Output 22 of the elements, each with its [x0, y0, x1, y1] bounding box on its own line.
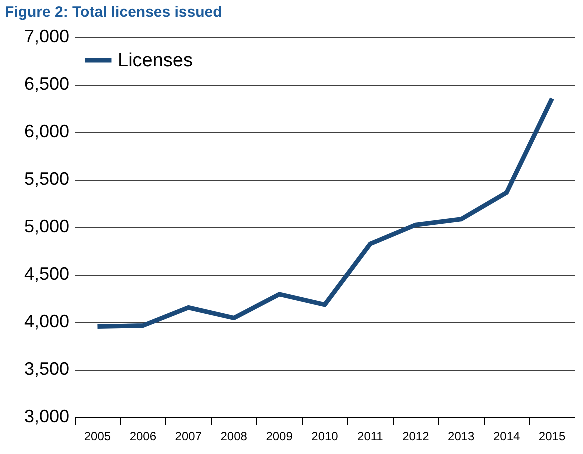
y-tick-label: 6,500 [24, 74, 70, 94]
y-tick-label: 3,000 [24, 406, 70, 426]
x-tick-label: 2005 [84, 430, 112, 444]
chart-title: Figure 2: Total licenses issued [5, 4, 222, 21]
x-tick-label: 2014 [493, 430, 520, 444]
y-tick-label: 3,500 [24, 359, 70, 379]
y-tick-label: 4,000 [24, 312, 70, 332]
x-tick-label: 2015 [538, 430, 566, 444]
y-tick-label: 6,000 [24, 122, 70, 142]
x-tick-label: 2009 [266, 430, 294, 444]
legend-label: Licenses [118, 50, 193, 72]
x-tick-label: 2006 [130, 430, 157, 444]
y-tick-label: 5,500 [24, 169, 70, 189]
y-tick-label: 4,500 [24, 264, 70, 284]
y-tick-label: 7,000 [24, 26, 70, 46]
y-tick-label: 5,000 [24, 216, 70, 236]
x-tick-label: 2008 [220, 430, 248, 444]
x-tick-label: 2012 [402, 430, 430, 444]
x-tick-label: 2007 [175, 430, 202, 444]
x-tick-label: 2011 [358, 430, 384, 444]
x-tick-label: 2013 [448, 430, 476, 444]
x-tick-label: 2010 [312, 430, 339, 444]
